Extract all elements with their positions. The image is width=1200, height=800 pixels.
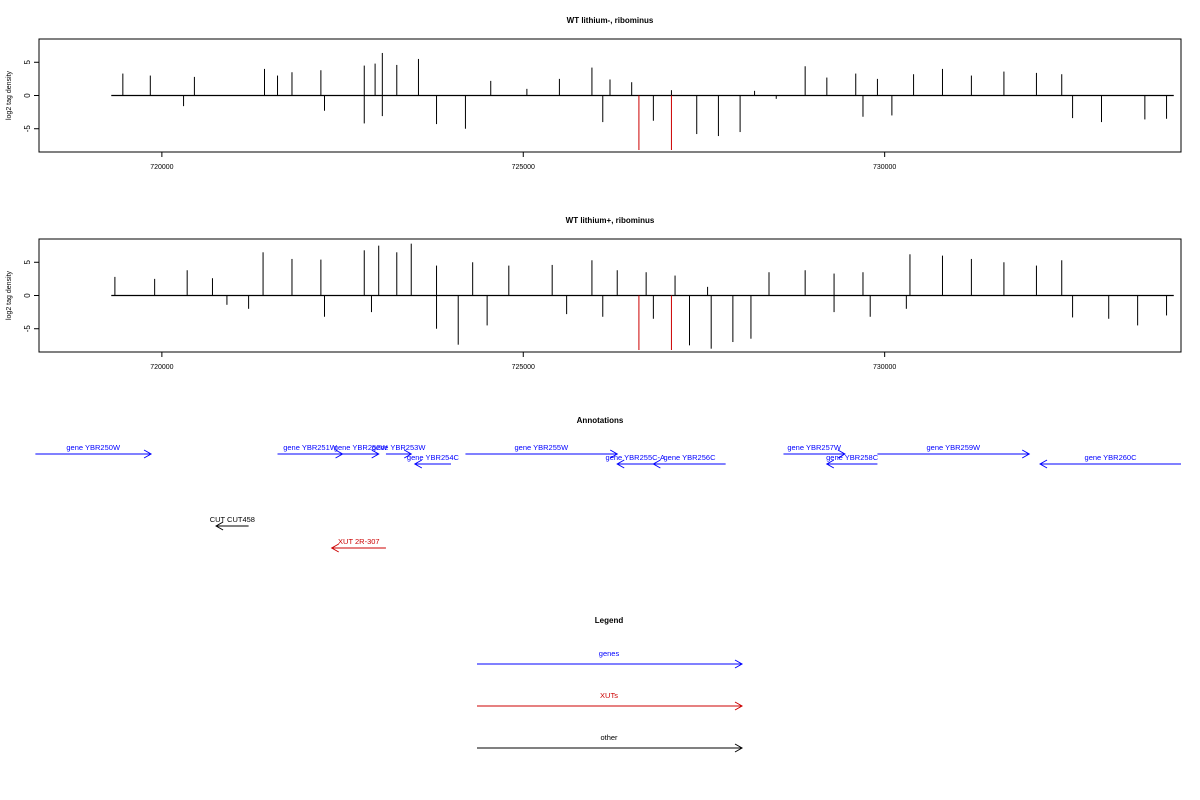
arrow-head: [652, 459, 661, 469]
annotation-label: XUT 2R-307: [338, 537, 380, 546]
annotation-label: gene YBR256C: [664, 453, 717, 462]
chart-1-xtick-label: 730000: [873, 164, 896, 171]
annotation-label: gene YBR254C: [407, 453, 460, 462]
chart-1-ytick-label: -5: [23, 125, 32, 133]
annotation-label: gene YBR258C: [826, 453, 879, 462]
arrow-head: [413, 459, 423, 469]
arrow-head: [330, 543, 339, 553]
legend-arrow-head: [734, 701, 744, 711]
legend-arrow-head: [734, 743, 744, 753]
chart-2-xtick-label: 720000: [150, 364, 173, 371]
arrow-head: [371, 449, 380, 459]
chart-1-ylabel: log2 tag density: [6, 70, 13, 120]
annotation-label: gene YBR259W: [926, 443, 981, 452]
chart-2-xtick-label: 730000: [873, 364, 896, 371]
chart-1-title: WT lithium-, ribominus: [567, 16, 654, 25]
legend-label-genes: genes: [599, 649, 620, 658]
annotations-title: Annotations: [577, 416, 624, 425]
annotation-label: gene YBR257W: [787, 443, 842, 452]
arrow-head: [837, 449, 846, 459]
arrow-head: [143, 449, 153, 459]
chart-2-ytick-label: 0: [23, 293, 32, 298]
annotation-label: gene YBR250W: [66, 443, 121, 452]
annotation-label: gene YBR260C: [1085, 453, 1138, 462]
legend-label-XUTs: XUTs: [600, 691, 618, 700]
annotation-label: CUT CUT458: [210, 515, 255, 524]
arrow-head: [1021, 449, 1031, 459]
arrow-head: [616, 459, 625, 469]
arrow-head: [825, 459, 835, 469]
legend-arrow-head: [734, 659, 744, 669]
arrow-head: [403, 449, 413, 459]
chart-1-ytick-label: 5: [23, 59, 32, 64]
chart-2-ytick-label: 5: [23, 259, 32, 264]
legend-title: Legend: [595, 616, 624, 625]
chart-2-ytick-label: -5: [23, 325, 32, 333]
annotation-label: gene YBR252W: [334, 443, 389, 452]
chart-1-xtick-label: 725000: [512, 164, 535, 171]
annotation-label: gene YBR251W: [283, 443, 338, 452]
annotation-label: gene YBR255C-A: [606, 453, 665, 462]
chart-2-title: WT lithium+, ribominus: [566, 216, 655, 225]
legend-label-other: other: [600, 733, 618, 742]
arrow-head: [609, 449, 619, 459]
arrow-head: [1039, 459, 1048, 469]
chart-2-xtick-label: 725000: [512, 364, 535, 371]
chart-1-ytick-label: 0: [23, 93, 32, 98]
chart-2-ylabel: log2 tag density: [6, 270, 13, 320]
chart-1-xtick-label: 720000: [150, 164, 173, 171]
annotation-label: gene YBR255W: [515, 443, 570, 452]
annotation-label: gene YBR253W: [372, 443, 427, 452]
arrow-head: [215, 521, 224, 531]
